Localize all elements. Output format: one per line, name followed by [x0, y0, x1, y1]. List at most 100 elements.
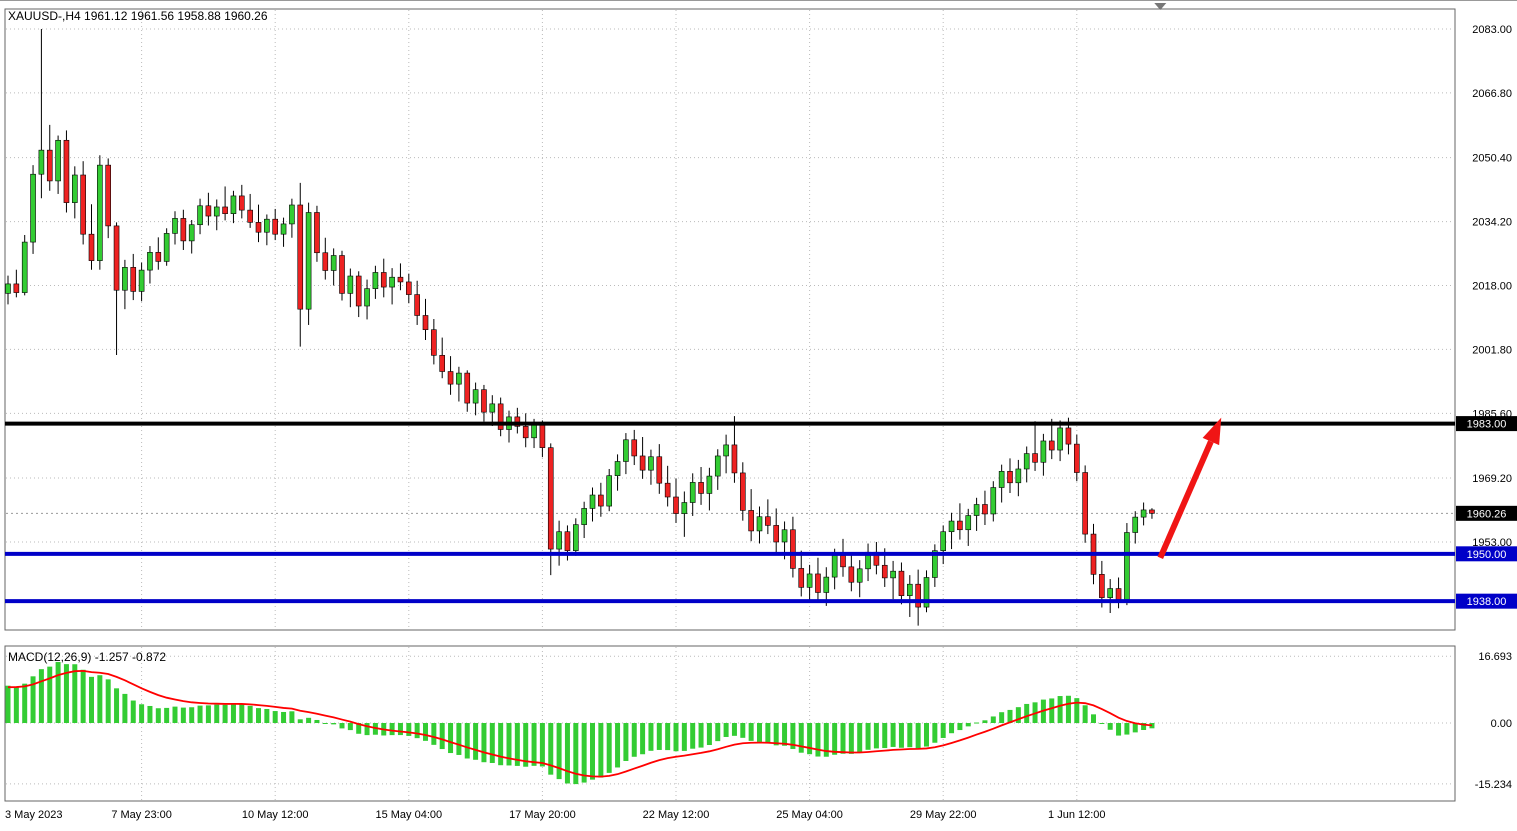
macd-histogram-bar [907, 723, 913, 748]
macd-histogram-bar [38, 669, 44, 723]
macd-histogram-bar [564, 723, 570, 784]
macd-histogram-bar [857, 723, 863, 753]
macd-histogram-bar [423, 723, 428, 741]
macd-histogram-bar [239, 704, 245, 723]
candle-body [539, 424, 546, 448]
macd-histogram-bar [581, 723, 587, 783]
candle-body [1107, 588, 1113, 598]
macd-histogram-bar [47, 666, 53, 723]
macd-histogram-bar [765, 723, 771, 744]
macd-histogram-bar [539, 723, 545, 767]
candle-body [706, 475, 713, 494]
macd-histogram-bar [414, 723, 420, 739]
macd-indicator-label: MACD(12,26,9) -1.257 -0.872 [8, 650, 166, 664]
main-chart-panel[interactable] [4, 8, 1456, 631]
candle-body [848, 566, 855, 583]
macd-histogram-bar [164, 707, 170, 723]
time-axis[interactable] [5, 802, 1455, 826]
macd-histogram-bar [13, 686, 19, 723]
macd-histogram-bar [723, 723, 729, 737]
macd-histogram-bar [256, 708, 261, 723]
price-tag-label: 1938.00 [1467, 596, 1507, 608]
candle-body [289, 204, 295, 225]
candle-body [681, 502, 688, 514]
candle-body [222, 206, 228, 214]
price-tag-1983.00 [1456, 416, 1517, 432]
macd-tick-label: 16.693 [1478, 651, 1512, 663]
macd-histogram-bar [523, 723, 529, 767]
macd-histogram-bar [606, 723, 612, 773]
trend-arrow-shaft[interactable] [1157, 440, 1214, 559]
macd-histogram-bar [940, 723, 946, 738]
time-axis-label: 25 May 04:00 [776, 809, 843, 821]
macd-histogram-bar [999, 712, 1005, 723]
candle-body [1023, 453, 1030, 470]
macd-histogram-bar [130, 700, 136, 723]
candle-body [957, 520, 963, 531]
macd-histogram-bar [698, 723, 704, 748]
price-axis[interactable] [1456, 9, 1517, 801]
candle-body [798, 568, 805, 588]
macd-histogram-bar [448, 723, 454, 754]
candle-body [239, 195, 245, 211]
macd-histogram-bar [55, 662, 61, 723]
macd-histogram-bar [731, 723, 737, 736]
candle-body [88, 233, 95, 261]
price-tick-label: 2034.20 [1472, 217, 1512, 229]
candle-body [138, 269, 145, 292]
candle-body [5, 283, 11, 294]
candle-body [1065, 427, 1072, 445]
macd-histogram-bar [155, 708, 161, 723]
macd-histogram-bar [72, 664, 78, 723]
candle-body [180, 218, 187, 242]
macd-histogram-bar [264, 708, 270, 723]
macd-histogram-bar [289, 711, 295, 723]
macd-histogram-bar [63, 664, 69, 723]
candle-body [973, 504, 980, 516]
macd-histogram-bar [222, 704, 228, 723]
candle-body [639, 455, 646, 471]
candle-body [1099, 574, 1105, 598]
candle-body [380, 272, 387, 288]
macd-histogram-bar [648, 723, 654, 751]
candle-body [1140, 509, 1147, 518]
candle-body [305, 212, 312, 310]
time-axis-label: 17 May 20:00 [509, 809, 576, 821]
macd-histogram-bar [623, 723, 629, 761]
candle-body [405, 281, 412, 295]
chart-shift-marker-icon [1154, 3, 1167, 10]
macd-histogram-bar [1082, 705, 1088, 723]
macd-histogram-bar [915, 723, 921, 749]
macd-histogram-bar [598, 723, 604, 778]
macd-histogram-bar [957, 723, 963, 731]
candle-body [38, 149, 45, 175]
candle-body [781, 529, 788, 543]
macd-histogram-bar [1074, 698, 1080, 723]
candle-body [122, 267, 128, 291]
candle-body [322, 252, 329, 271]
macd-histogram-bar [364, 723, 370, 736]
candle-body [72, 174, 78, 203]
candle-body [372, 272, 379, 289]
macd-histogram-bar [1015, 707, 1021, 723]
candle-body [881, 564, 888, 579]
price-tick-label: 2066.80 [1472, 88, 1512, 100]
candle-body [614, 461, 621, 476]
candle-body [397, 276, 404, 283]
candle-body [906, 583, 913, 596]
candle-body [213, 206, 220, 217]
candle-body [1149, 509, 1155, 514]
macd-histogram-bar [807, 723, 813, 755]
macd-histogram-bar [815, 723, 821, 757]
macd-histogram-bar [89, 676, 94, 723]
macd-histogram-bar [473, 723, 479, 760]
macd-histogram-bar [1132, 723, 1138, 733]
trend-arrow-head[interactable] [1202, 417, 1222, 446]
candle-body [531, 424, 537, 439]
candle-body [80, 174, 86, 235]
time-axis-label: 10 May 12:00 [242, 809, 309, 821]
price-tick-label: 2083.00 [1472, 24, 1512, 36]
price-tag-label: 1983.00 [1467, 419, 1507, 431]
macd-histogram-bar [556, 723, 562, 780]
